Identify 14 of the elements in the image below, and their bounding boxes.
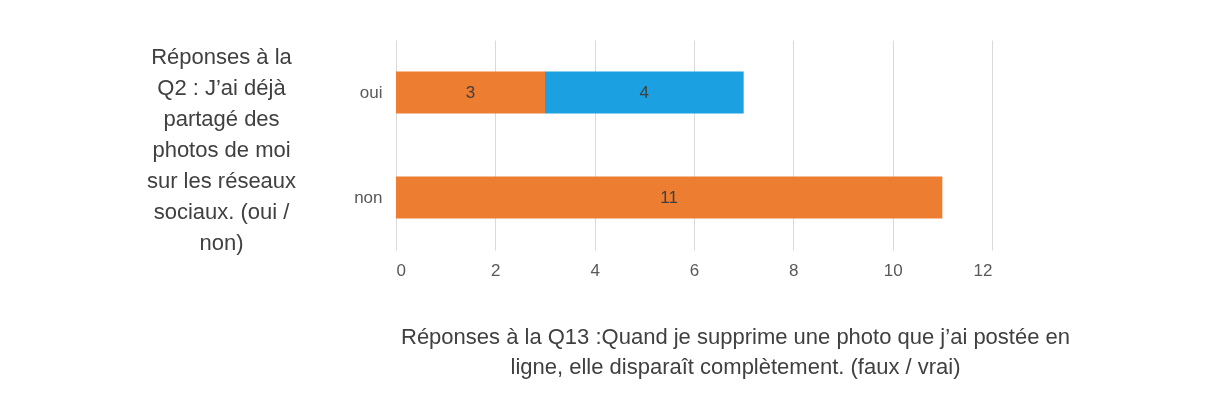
y-tick-label: oui — [359, 82, 383, 102]
x-tick-label: 4 — [590, 260, 600, 280]
x-tick-label: 6 — [689, 260, 700, 280]
y-axis-title: Réponses à la Q2 : J’ai déjà partagé des photos de moi sur les réseaux sociaux. (oui / non) — [146, 43, 297, 255]
x-tick-label: 10 — [883, 260, 903, 280]
y-tick-label: non — [354, 187, 383, 207]
x-tick-label: 8 — [789, 260, 799, 280]
data-label: 3 — [465, 82, 476, 102]
data-label: 11 — [660, 187, 678, 207]
x-axis-title: Réponses à la Q13 :Quand je supprime une photo que j’ai postée en ligne, elle disparaît complètement. (faux / vrai) — [400, 323, 1071, 379]
x-tick-label: 0 — [396, 260, 406, 280]
data-label: 4 — [639, 82, 650, 102]
x-tick-label: 12 — [973, 260, 993, 280]
x-tick-label: 2 — [491, 260, 501, 280]
